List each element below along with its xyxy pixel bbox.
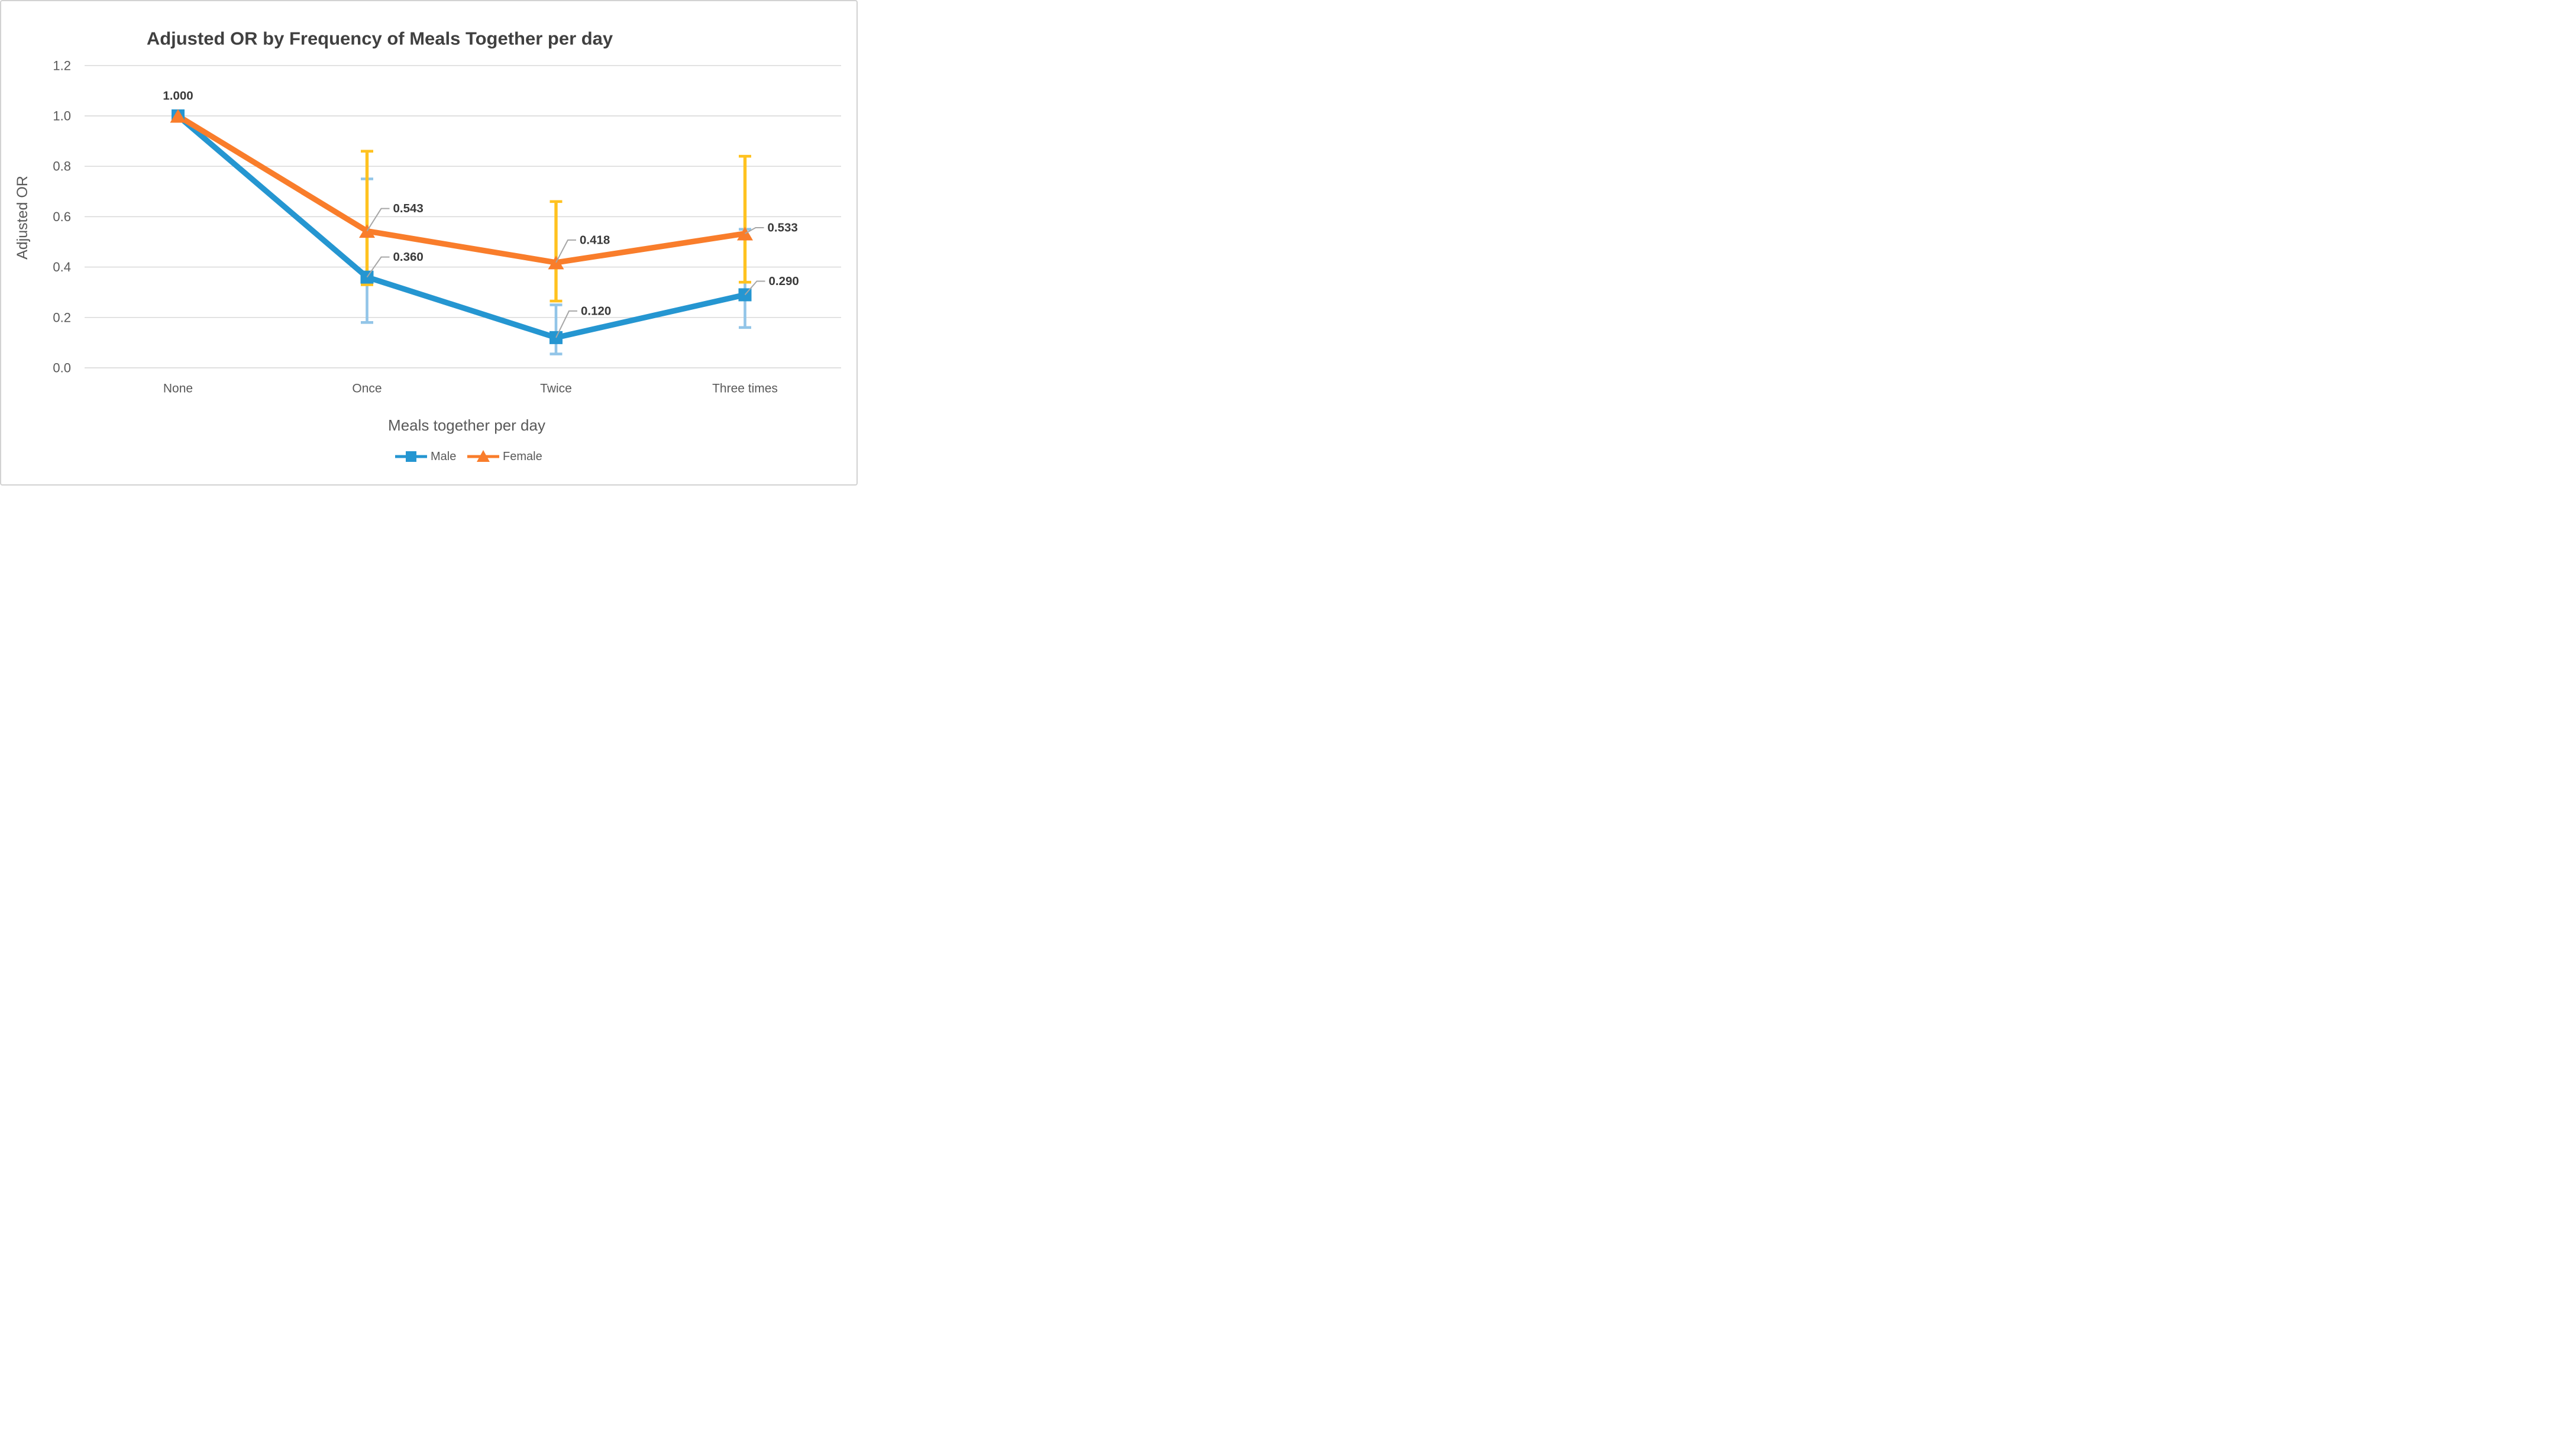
x-axis-title: Meals together per day <box>388 416 545 434</box>
error-bar-female-once <box>361 150 373 286</box>
data-label-leader-line <box>366 208 390 232</box>
data-label: 0.290 <box>769 274 799 288</box>
legend-label-female: Female <box>503 450 542 463</box>
gridlines <box>85 65 841 368</box>
y-axis-title: Adjusted OR <box>14 176 31 260</box>
error-bar-female-twice <box>549 200 563 303</box>
x-cat-none: None <box>163 382 193 396</box>
y-tick-0.4: 0.4 <box>53 260 71 274</box>
y-tick-0.8: 0.8 <box>53 159 71 174</box>
plot-area: 1.000 0.360 0.120 0.290 0.543 0.418 0.533 <box>163 89 799 355</box>
data-label-leader-line <box>555 310 577 338</box>
legend-item-female[interactable]: Female <box>467 450 542 463</box>
data-label: 1.000 <box>163 89 193 103</box>
marker-triangle-none[interactable] <box>170 109 186 123</box>
data-label: 0.120 <box>581 304 611 318</box>
series-line-male[interactable] <box>175 113 748 341</box>
legend-label-male: Male <box>431 450 456 463</box>
x-cat-twice: Twice <box>540 382 572 396</box>
data-label-leader-line <box>745 227 764 234</box>
data-label-leader-line <box>366 256 390 278</box>
data-label: 0.543 <box>393 202 424 215</box>
line-chart: Adjusted OR by Frequency of Meals Togeth… <box>14 28 841 463</box>
error-bar-male-twice <box>549 303 563 355</box>
data-label: 0.533 <box>768 221 798 234</box>
error-bar-female-three-times <box>739 154 751 284</box>
data-label-leader-line <box>555 239 576 263</box>
series-line-female[interactable] <box>175 113 748 266</box>
y-tick-0.2: 0.2 <box>53 310 71 325</box>
chart-title: Adjusted OR by Frequency of Meals Togeth… <box>147 28 613 49</box>
data-label: 0.418 <box>580 233 610 247</box>
y-axis-tick-labels: 1.2 1.0 0.8 0.6 0.4 0.2 0.0 <box>53 58 71 375</box>
legend-item-male[interactable]: Male <box>395 450 456 463</box>
male-square-marker-icon <box>406 451 416 462</box>
x-axis-category-labels: None Once Twice Three times <box>163 382 778 396</box>
y-tick-1.2: 1.2 <box>53 58 71 73</box>
legend: Male Female <box>395 450 542 463</box>
x-cat-three-times: Three times <box>712 382 778 396</box>
data-label: 0.360 <box>393 250 424 264</box>
x-cat-once: Once <box>352 382 382 396</box>
y-tick-0.6: 0.6 <box>53 209 71 224</box>
data-label-leader-line <box>744 280 765 296</box>
female-triangle-marker-icon <box>477 450 490 462</box>
chart-figure: Adjusted OR by Frequency of Meals Togeth… <box>0 0 858 486</box>
y-tick-1.0: 1.0 <box>53 109 71 124</box>
y-tick-0.0: 0.0 <box>53 361 71 376</box>
